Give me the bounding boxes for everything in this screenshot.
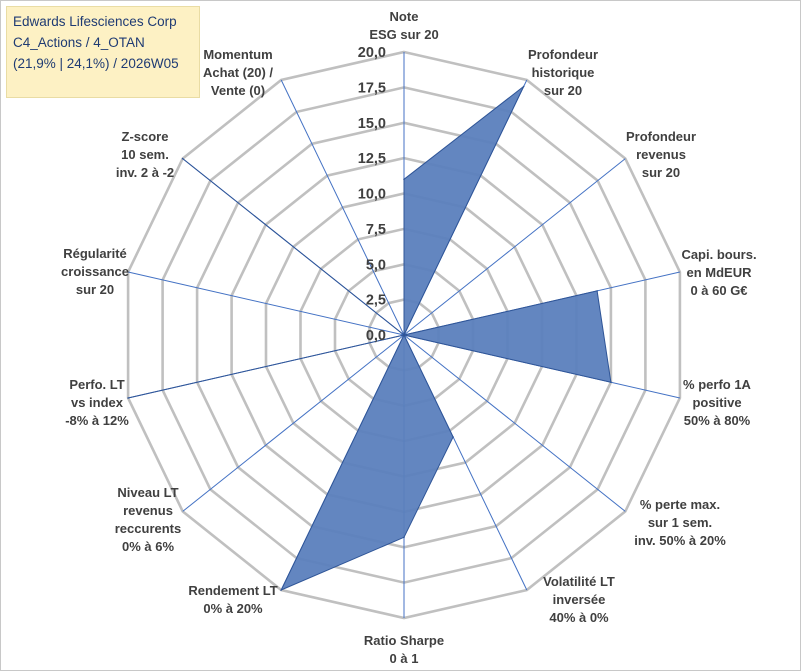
axis-label-line: inv. 50% à 20% xyxy=(634,533,726,548)
spoke-9 xyxy=(182,334,405,512)
axis-label-3: Capi. bours. en MdEUR 0 à 60 G€ xyxy=(681,247,756,298)
axis-label-line: Volatilité LT xyxy=(543,574,615,589)
data-point-10 xyxy=(127,397,129,399)
axis-label-11: Régularité croissance sur 20 xyxy=(61,246,129,297)
data-point-3 xyxy=(596,290,598,292)
axis-label-line: reccurents xyxy=(115,521,181,536)
series xyxy=(127,85,612,591)
axis-label-line: croissance xyxy=(61,264,129,279)
radial-ticks: 0,0 2,5 5,0 7,5 10,0 12,5 15,0 17,5 20,0 xyxy=(358,45,386,344)
axis-label-2: Profondeur revenus sur 20 xyxy=(626,129,696,180)
axis-label-line: 10 sem. xyxy=(121,147,169,162)
axis-label-line: 0 à 60 G€ xyxy=(690,283,747,298)
axis-label-line: Z-score xyxy=(122,129,169,144)
axis-label-8: Rendement LT 0% à 20% xyxy=(188,583,277,616)
axis-label-line: Régularité xyxy=(63,246,127,261)
axis-label-line: Profondeur xyxy=(528,47,598,62)
data-point-4 xyxy=(610,381,612,384)
axis-label-line: Vente (0) xyxy=(211,83,265,98)
axis-label-line: Achat (20) / xyxy=(203,65,273,80)
axis-label-line: 0 à 1 xyxy=(390,651,419,666)
data-point-13 xyxy=(403,334,405,336)
title-line-company: Edwards Lifesciences Corp xyxy=(13,14,177,29)
tick-label: 10,0 xyxy=(358,187,386,203)
tick-label: 0,0 xyxy=(366,328,386,344)
tick-label: 15,0 xyxy=(358,116,386,132)
axis-label-4: % perfo 1A positive 50% à 80% xyxy=(683,377,752,428)
axis-label-9: Niveau LT revenus reccurents 0% à 6% xyxy=(115,485,181,554)
spoke-13 xyxy=(280,79,405,336)
axis-label-line: revenus xyxy=(636,147,686,162)
axis-label-line: Ratio Sharpe xyxy=(364,633,444,648)
axis-label-line: vs index xyxy=(71,395,124,410)
title-line-category: C4_Actions / 4_OTAN xyxy=(13,35,145,50)
tick-label: 12,5 xyxy=(358,151,386,167)
title-box: Edwards Lifesciences Corp C4_Actions / 4… xyxy=(6,6,200,98)
axis-label-line: positive xyxy=(692,395,741,410)
tick-label: 5,0 xyxy=(366,257,386,273)
data-point-1 xyxy=(522,85,525,88)
axis-label-line: 50% à 80% xyxy=(684,413,751,428)
spoke-2 xyxy=(403,158,626,336)
axis-label-1: Profondeur historique sur 20 xyxy=(528,47,598,98)
axis-label-line: en MdEUR xyxy=(687,265,753,280)
axis-label-line: Momentum xyxy=(203,47,272,62)
tick-label: 17,5 xyxy=(358,80,386,96)
axis-label-line: sur 20 xyxy=(544,83,582,98)
axis-label-line: inversée xyxy=(553,592,606,607)
tick-label: 20,0 xyxy=(358,45,386,61)
data-point-6 xyxy=(452,436,454,438)
data-point-12 xyxy=(181,157,184,160)
spoke-11 xyxy=(127,271,405,336)
title-line-stats: (21,9% | 24,1%) / 2026W05 xyxy=(13,56,179,71)
axis-label-13: Momentum Achat (20) / Vente (0) xyxy=(203,47,273,98)
axis-label-6: Volatilité LT inversée 40% à 0% xyxy=(543,574,615,625)
axis-label-line: Perfo. LT xyxy=(69,377,124,392)
axis-label-0: Note ESG sur 20 xyxy=(369,9,438,42)
axis-label-5: % perte max. sur 1 sem. inv. 50% à 20% xyxy=(634,497,726,548)
axis-label-line: -8% à 12% xyxy=(65,413,129,428)
axis-label-line: % perte max. xyxy=(640,497,720,512)
axis-label-line: revenus xyxy=(123,503,173,518)
axis-label-line: 0% à 6% xyxy=(122,539,174,554)
axis-label-line: inv. 2 à -2 xyxy=(116,165,174,180)
axis-label-line: sur 20 xyxy=(76,282,114,297)
axis-labels: Note ESG sur 20 Profondeur historique sur 20… xyxy=(61,9,757,666)
axis-label-10: Perfo. LT vs index -8% à 12% xyxy=(65,377,129,428)
axis-label-line: ESG sur 20 xyxy=(369,27,438,42)
axis-label-line: 40% à 0% xyxy=(549,610,609,625)
axis-label-line: sur 1 sem. xyxy=(648,515,712,530)
axis-label-line: historique xyxy=(532,65,595,80)
axis-label-12: Z-score 10 sem. inv. 2 à -2 xyxy=(116,129,174,180)
tick-label: 2,5 xyxy=(366,293,386,309)
tick-label: 7,5 xyxy=(366,222,386,238)
axis-label-line: Note xyxy=(390,9,419,24)
data-point-0 xyxy=(403,178,405,181)
axis-label-line: sur 20 xyxy=(642,165,680,180)
axis-label-7: Ratio Sharpe 0 à 1 xyxy=(364,633,444,666)
data-point-8 xyxy=(280,589,283,591)
axis-label-line: 0% à 20% xyxy=(203,601,263,616)
spoke-5 xyxy=(403,334,626,512)
axis-label-line: Niveau LT xyxy=(117,485,178,500)
axis-label-line: Profondeur xyxy=(626,129,696,144)
data-point-7 xyxy=(403,536,405,539)
axis-label-line: Rendement LT xyxy=(188,583,277,598)
axis-label-line: % perfo 1A xyxy=(683,377,752,392)
axis-label-line: Capi. bours. xyxy=(681,247,756,262)
